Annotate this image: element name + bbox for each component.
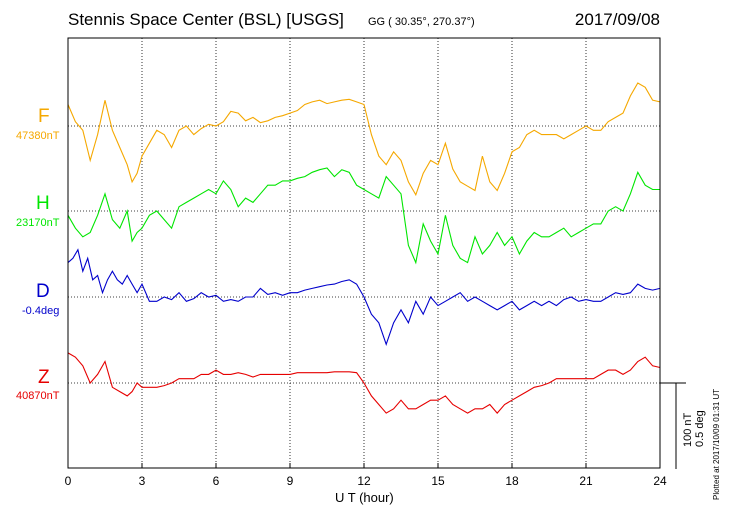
series-lines bbox=[67, 82, 661, 414]
component-label-h: H bbox=[36, 193, 50, 214]
series-line-f bbox=[67, 82, 661, 197]
baseline-f: 47380nT bbox=[16, 130, 60, 142]
baseline-h: 23170nT bbox=[16, 217, 60, 229]
series-line-z bbox=[67, 352, 661, 414]
series-line-h bbox=[67, 167, 660, 265]
plot-frame bbox=[67, 37, 661, 469]
series-line-d bbox=[67, 248, 661, 346]
component-label-f: F bbox=[38, 106, 50, 127]
baseline-d: -0.4deg bbox=[22, 305, 60, 317]
baseline-z: 40870nT bbox=[16, 390, 60, 402]
x-tick-label: 21 bbox=[579, 474, 593, 488]
station-coordinates: GG ( 30.35°, 270.37°) bbox=[368, 16, 475, 28]
x-tick-label: 18 bbox=[505, 474, 519, 488]
x-axis-label: U T (hour) bbox=[335, 490, 394, 505]
x-tick-label: 6 bbox=[213, 474, 220, 488]
x-tick-label: 9 bbox=[287, 474, 294, 488]
chart-date: 2017/09/08 bbox=[574, 10, 660, 29]
x-tick-label: 15 bbox=[431, 474, 445, 488]
chart-title: Stennis Space Center (BSL) [USGS] bbox=[68, 10, 344, 29]
scale-bar bbox=[660, 382, 686, 469]
x-axis-ticks: 0 3 6 9 12 15 18 21 24 bbox=[65, 463, 667, 488]
x-tick-label: 3 bbox=[139, 474, 146, 488]
x-tick-label: 24 bbox=[653, 474, 667, 488]
x-tick-label: 0 bbox=[65, 474, 72, 488]
x-tick-label: 12 bbox=[357, 474, 371, 488]
component-label-z: Z bbox=[38, 367, 50, 388]
component-label-d: D bbox=[36, 281, 50, 302]
